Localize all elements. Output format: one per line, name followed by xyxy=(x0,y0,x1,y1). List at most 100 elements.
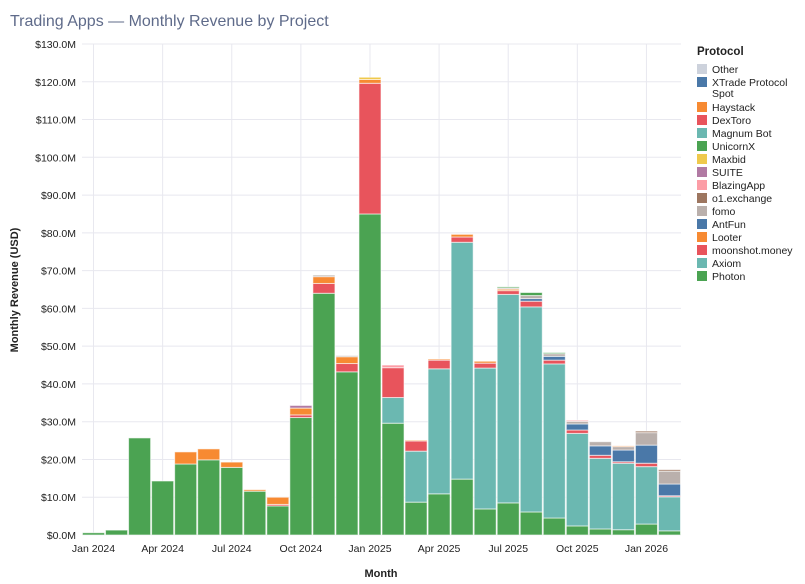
bar-segment-photon xyxy=(335,371,359,536)
bar-segment-o1-exchange xyxy=(634,430,658,434)
bar-segment-fomo xyxy=(611,446,635,451)
y-tick-label: $80.0M xyxy=(41,228,76,240)
y-tick-label: $110.0M xyxy=(36,115,76,127)
legend-item-label: Looter xyxy=(712,232,742,244)
legend-item-label: o1.exchange xyxy=(712,193,772,205)
bar-segment-moonshot-money xyxy=(358,82,382,215)
legend-item-label: Haystack xyxy=(712,102,756,114)
bar-segment-photon xyxy=(358,213,382,536)
y-tick-label: $130.0M xyxy=(35,39,76,51)
bar-segment-looter xyxy=(450,233,474,238)
bar-segment-photon xyxy=(174,463,198,536)
bar-segment-looter xyxy=(312,276,336,284)
bar-segment-moonshot-money xyxy=(565,429,589,434)
x-tick-label: Apr 2025 xyxy=(418,543,461,555)
bar-segment-photon xyxy=(82,532,106,536)
bar-segment-o1-exchange xyxy=(657,469,682,472)
y-tick-label: $40.0M xyxy=(41,379,76,391)
legend-item-label: XTrade Protocol Spot xyxy=(712,77,787,100)
x-tick-label: Jan 2026 xyxy=(625,543,668,555)
bar-segment-photon xyxy=(519,511,543,536)
legend-swatch xyxy=(697,193,707,203)
y-tick-label: $0.0M xyxy=(47,530,76,542)
bar-segment-photon xyxy=(427,493,451,536)
bar-segment-unicornx xyxy=(496,286,520,289)
bar-segment-moonshot-money xyxy=(496,290,520,295)
legend-item-label: Other xyxy=(712,64,739,76)
bars xyxy=(82,76,682,536)
bar-segment-photon xyxy=(496,502,520,536)
legend-item-label: AntFun xyxy=(712,219,746,231)
y-tick-label: $30.0M xyxy=(41,417,76,429)
bar-segment-unicornx xyxy=(542,352,566,355)
bar-segment-photon xyxy=(473,508,497,536)
bar-segment-fomo xyxy=(588,441,612,447)
legend-swatch xyxy=(697,219,707,229)
legend-swatch xyxy=(697,245,707,255)
x-tick-label: Oct 2024 xyxy=(280,543,323,555)
bar-segment-photon xyxy=(266,505,290,536)
bar-segment-axiom xyxy=(657,496,682,532)
bar-segment-moonshot-money xyxy=(519,300,543,308)
legend-swatch xyxy=(697,271,707,281)
legend-swatch xyxy=(697,232,707,242)
bar-segment-axiom xyxy=(473,367,497,510)
bar-segment-axiom xyxy=(519,306,543,513)
bar-segment-axiom xyxy=(496,293,520,504)
x-tick-label: Jul 2024 xyxy=(212,543,252,555)
legend-swatch xyxy=(697,64,707,74)
bar-segment-axiom xyxy=(542,363,566,519)
x-axis-title: Month xyxy=(365,568,398,580)
bar-segment-photon xyxy=(312,292,336,536)
bar-segment-looter xyxy=(174,451,198,465)
bar-segment-photon xyxy=(105,529,129,536)
bar-segment-antfun xyxy=(542,355,566,361)
bar-segment-moonshot-money xyxy=(312,282,336,294)
legend-item-label: moonshot.money xyxy=(712,245,793,257)
bar-segment-moonshot-money xyxy=(427,359,451,370)
bar-segment-suite xyxy=(289,404,313,409)
legend-swatch xyxy=(697,141,707,151)
bar-segment-photon xyxy=(588,528,612,536)
bar-segment-fomo xyxy=(335,355,359,358)
legend-item-label: fomo xyxy=(712,206,736,218)
y-tick-label: $10.0M xyxy=(41,492,76,504)
bar-segment-looter xyxy=(220,461,244,468)
legend-swatch xyxy=(697,77,707,87)
bar-segment-looter xyxy=(427,358,451,361)
x-axis-ticks: Jan 2024 Apr 2024 Jul 2024 Oct 2024 Jan 2025… xyxy=(72,543,668,555)
y-tick-label: $100.0M xyxy=(35,152,76,164)
x-tick-label: Jan 2025 xyxy=(348,543,391,555)
bar-segment-antfun xyxy=(588,445,612,456)
bar-segment-moonshot-money xyxy=(450,236,474,243)
bar-segment-axiom xyxy=(634,466,658,525)
y-tick-label: $70.0M xyxy=(41,266,76,278)
bar-segment-axiom xyxy=(611,462,635,531)
bar-segment-fomo xyxy=(634,432,658,446)
legend-item-label: Photon xyxy=(712,271,745,283)
bar-segment-photon xyxy=(151,480,175,536)
bar-segment-fomo xyxy=(312,274,336,278)
legend-title: Protocol xyxy=(697,46,744,58)
legend-item-label: Maxbid xyxy=(712,154,746,166)
legend-swatch xyxy=(697,258,707,268)
y-tick-label: $20.0M xyxy=(41,454,76,466)
bar-segment-blazingapp xyxy=(381,364,405,369)
bar-segment-fomo xyxy=(657,470,682,485)
y-tick-label: $90.0M xyxy=(41,190,76,202)
bar-segment-axiom xyxy=(565,432,589,527)
bar-segment-antfun xyxy=(634,444,658,464)
bar-segment-photon xyxy=(565,525,589,536)
bar-segment-photon xyxy=(542,517,566,536)
bar-segment-axiom xyxy=(427,368,451,495)
bar-segment-photon xyxy=(220,466,244,536)
legend-swatch xyxy=(697,154,707,164)
bar-segment-looter xyxy=(404,439,428,442)
legend-swatch xyxy=(697,102,707,112)
bar-segment-moonshot-money xyxy=(473,362,497,369)
bar-segment-photon xyxy=(611,529,635,536)
y-tick-label: $50.0M xyxy=(41,341,76,353)
bar-segment-looter xyxy=(335,356,359,365)
